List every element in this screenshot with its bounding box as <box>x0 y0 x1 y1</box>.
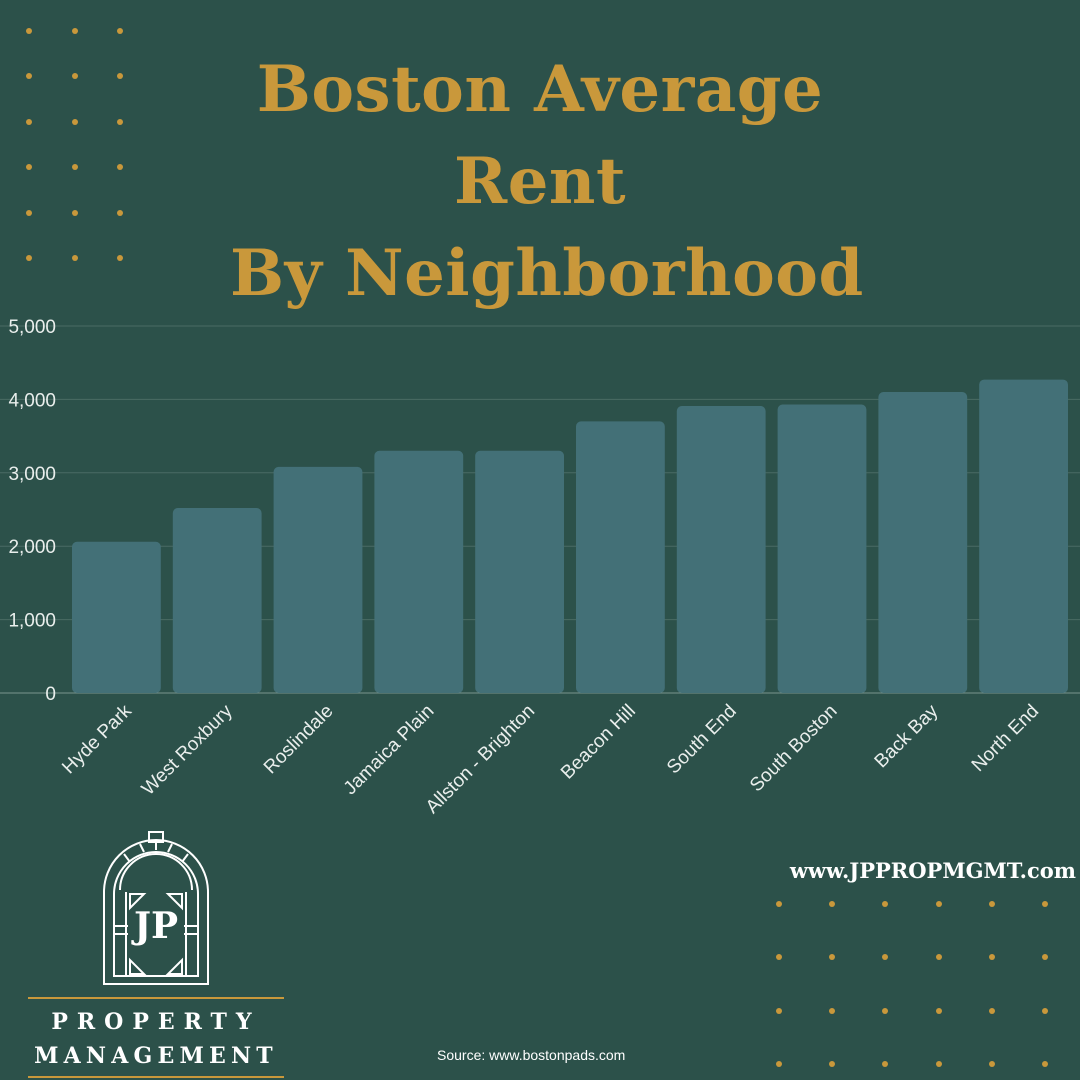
decor-dot <box>26 255 32 261</box>
x-tick-label: South End <box>663 701 741 779</box>
x-tick-label: Hyde Park <box>58 700 136 778</box>
decor-dot <box>936 901 942 907</box>
decor-dot <box>117 210 123 216</box>
chart-title: Boston Average Rent By Neighborhood <box>230 44 864 320</box>
decor-dot <box>1042 901 1048 907</box>
logo-divider-top <box>28 997 284 999</box>
bar-roslindale <box>273 466 363 693</box>
bar-hyde-park <box>72 541 161 693</box>
title-line-2: Rent <box>454 144 626 219</box>
bar-beacon-hill <box>576 421 665 693</box>
y-tick-label: 0 <box>45 684 56 705</box>
bar-north-end <box>979 379 1068 693</box>
logo-divider-bottom <box>28 1076 284 1078</box>
decor-dot <box>26 73 32 79</box>
decor-dot <box>829 901 835 907</box>
decor-dot <box>776 954 782 960</box>
decor-dot <box>72 119 78 125</box>
decor-dot <box>936 1008 942 1014</box>
decor-dot <box>829 1061 835 1067</box>
y-tick-label: 1,000 <box>8 611 56 632</box>
decor-dot <box>117 255 123 261</box>
decor-dot <box>117 119 123 125</box>
title-line-1: Boston Average <box>256 52 824 127</box>
decor-dot <box>776 1061 782 1067</box>
decor-dot <box>72 164 78 170</box>
y-tick-label: 2,000 <box>8 537 56 558</box>
x-tick-label: Allston - Brighton <box>422 701 539 818</box>
x-tick-label: Beacon Hill <box>557 701 640 784</box>
bar-chart: 0 1,000 2,000 3,000 4,000 5,000 Hyde Park West … <box>0 317 1080 818</box>
x-tick-label: West Roxbury <box>138 700 237 799</box>
jp-arch-logo-icon: JP <box>103 831 209 985</box>
y-tick-label: 4,000 <box>8 390 56 411</box>
decor-dot <box>72 28 78 34</box>
x-tick-label: Roslindale <box>260 701 338 779</box>
decor-dot <box>776 1008 782 1014</box>
logo-text-management: MANAGEMENT <box>34 1043 278 1069</box>
bar-allston-brighton <box>475 450 564 693</box>
y-tick-label: 3,000 <box>8 464 56 485</box>
decor-dot <box>1042 1008 1048 1014</box>
decor-dot <box>72 210 78 216</box>
decor-dot <box>829 1008 835 1014</box>
decor-dot <box>117 164 123 170</box>
logo-text-property: PROPERTY <box>51 1009 261 1035</box>
decor-dot <box>117 28 123 34</box>
x-tick-label: Back Bay <box>871 700 943 772</box>
decor-dot <box>1042 1061 1048 1067</box>
website-url[interactable]: www.JPPROPMGMT.com <box>789 858 1076 883</box>
title-line-3: By Neighborhood <box>230 236 864 311</box>
decor-dot <box>989 1008 995 1014</box>
bar-back-bay <box>878 392 968 693</box>
decor-dot <box>776 901 782 907</box>
decor-dot <box>882 901 888 907</box>
decor-dot <box>936 954 942 960</box>
decor-dot <box>72 73 78 79</box>
decor-dot <box>26 210 32 216</box>
decor-dot <box>26 119 32 125</box>
decor-dot <box>882 954 888 960</box>
decor-dot <box>882 1008 888 1014</box>
decor-dot <box>117 73 123 79</box>
decor-dot <box>882 1061 888 1067</box>
decor-dot <box>1042 954 1048 960</box>
source-note: Source: www.bostonpads.com <box>437 1047 626 1063</box>
bar-jamaica-plain <box>374 450 464 693</box>
bar-west-roxbury <box>172 508 262 693</box>
decor-dot <box>26 28 32 34</box>
logo-monogram: JP <box>131 905 178 947</box>
decor-dot <box>989 1061 995 1067</box>
decor-dot <box>829 954 835 960</box>
x-tick-label: South Boston <box>746 701 842 797</box>
x-tick-label: North End <box>968 701 1043 776</box>
bar-south-boston <box>777 404 867 693</box>
decor-dot <box>26 164 32 170</box>
decor-dot <box>989 901 995 907</box>
y-tick-label: 5,000 <box>8 317 56 338</box>
x-tick-label: Jamaica Plain <box>340 701 438 799</box>
decor-dot <box>989 954 995 960</box>
decor-dot <box>72 255 78 261</box>
decor-dot <box>936 1061 942 1067</box>
bar-south-end <box>676 406 766 693</box>
